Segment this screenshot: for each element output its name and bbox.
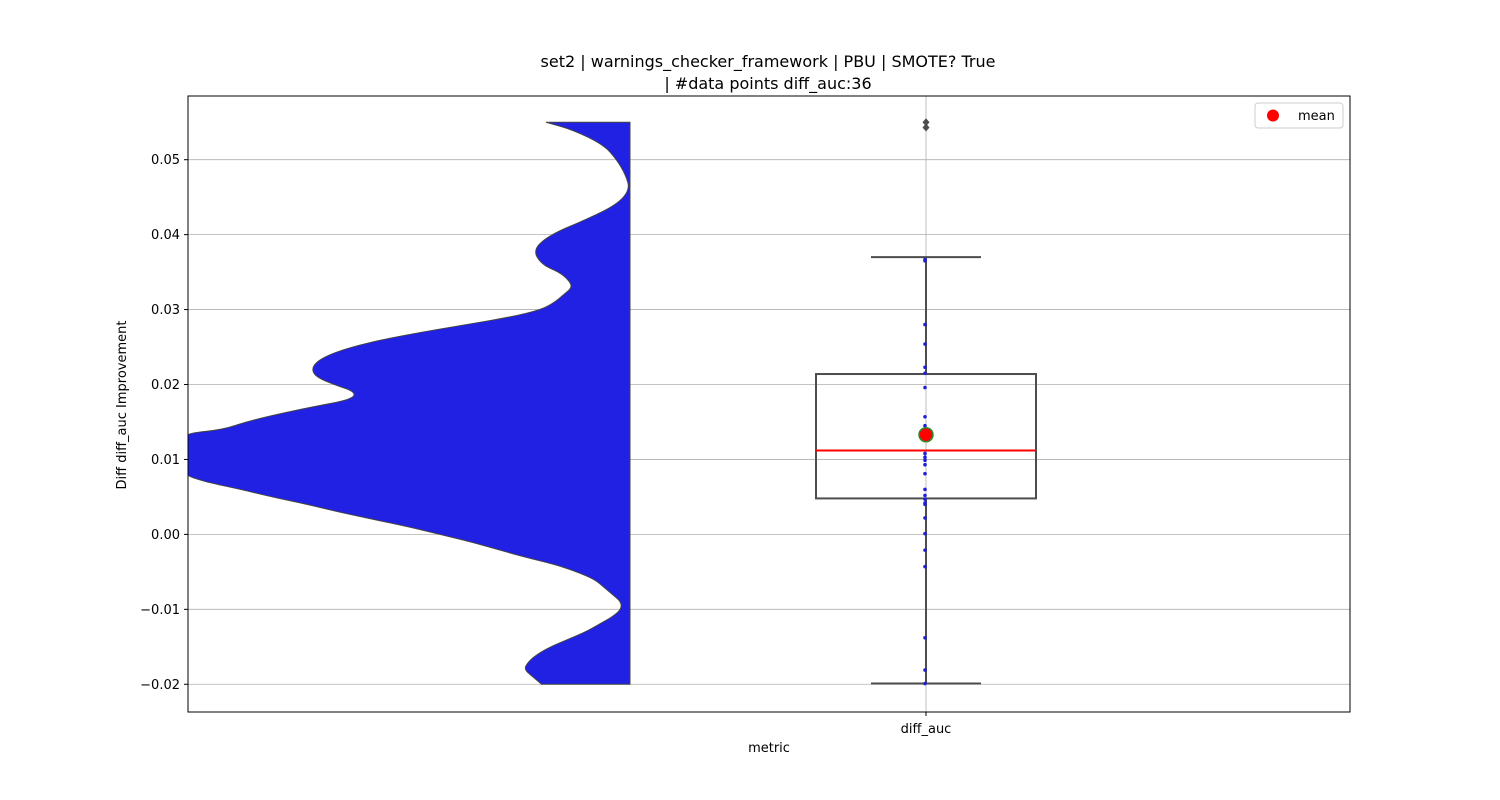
data-point — [923, 502, 927, 507]
chart-title-line2: | #data points diff_auc:36 — [664, 74, 871, 94]
outlier-marker — [922, 118, 930, 127]
data-point — [923, 636, 927, 640]
y-tick-label: 0.03 — [151, 303, 180, 318]
data-point — [923, 516, 927, 520]
data-point — [923, 423, 927, 428]
data-point — [923, 322, 927, 327]
y-tick-label: 0.01 — [151, 453, 180, 468]
chart-title-line1: set2 | warnings_checker_framework | PBU … — [541, 52, 996, 72]
legend-frame — [1254, 102, 1344, 129]
mean-marker — [918, 426, 934, 443]
data-point — [923, 497, 927, 501]
data-point — [923, 471, 927, 476]
data-point — [923, 531, 927, 536]
y-tick-label: 0.04 — [151, 228, 180, 243]
data-point — [923, 365, 927, 370]
y-tick-label: −0.01 — [140, 603, 180, 618]
data-point — [923, 668, 927, 672]
y-tick-label: 0.00 — [151, 528, 180, 543]
x-axis-label: metric — [748, 741, 790, 756]
ticks-layer: −0.02 −0.01 0.00 0.01 0.02 0.03 0.04 0.05 diff_a… — [140, 153, 951, 737]
data-point — [923, 548, 927, 552]
data-point — [923, 493, 927, 498]
data-point — [923, 451, 927, 456]
data-point — [923, 487, 927, 492]
data-point — [923, 342, 927, 346]
y-tick-label: 0.05 — [151, 153, 180, 168]
outlier-marker — [922, 123, 930, 132]
violin-layer — [188, 121, 631, 685]
y-axis-label: Diff diff_auc Improvement — [115, 321, 130, 490]
data-point — [923, 564, 927, 569]
legend-mean-label: mean — [1298, 109, 1335, 124]
data-point — [923, 259, 927, 263]
legend-mean-marker — [1267, 109, 1279, 122]
data-point — [923, 455, 927, 460]
x-tick-label: diff_auc — [901, 722, 952, 737]
y-tick-label: 0.02 — [151, 378, 180, 393]
plot-frame — [187, 95, 1351, 713]
points-layer — [918, 257, 934, 686]
legend: mean — [1254, 102, 1344, 129]
data-point — [923, 385, 927, 390]
data-point — [923, 414, 927, 419]
y-tick-label: −0.02 — [140, 678, 180, 693]
data-point — [923, 458, 927, 463]
data-point — [923, 462, 927, 467]
data-point — [923, 681, 927, 686]
violin-body — [188, 121, 631, 685]
data-point — [923, 371, 927, 376]
